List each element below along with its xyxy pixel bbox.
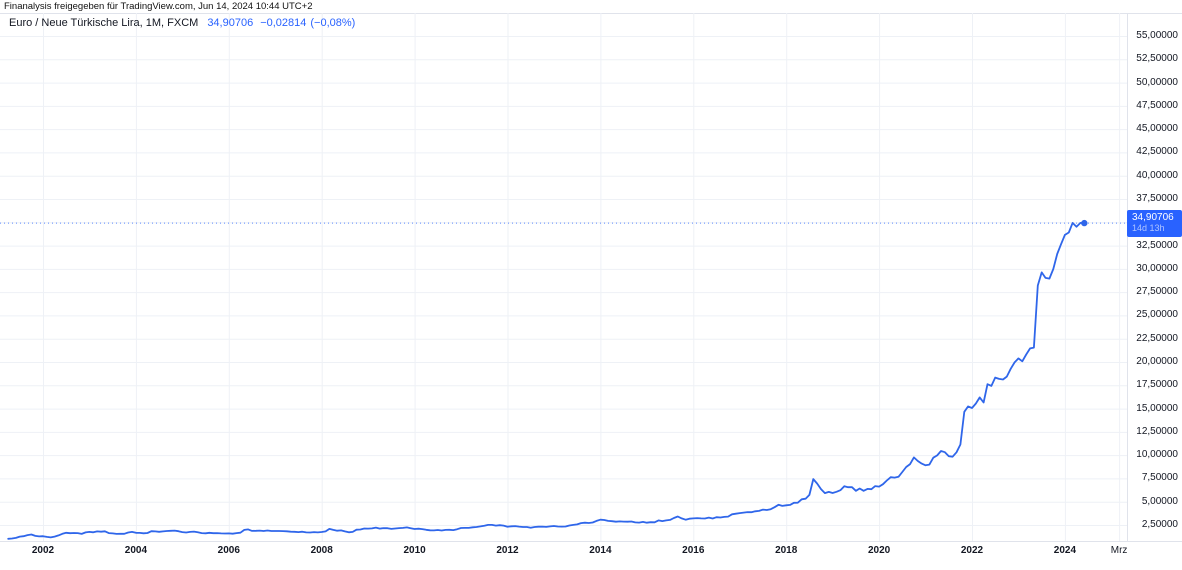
price-scale-label: 7,50000	[1141, 472, 1178, 484]
time-scale-separator	[0, 541, 1182, 542]
price-scale-label: 37,50000	[1136, 192, 1178, 204]
price-scale-label: 27,50000	[1136, 286, 1178, 298]
price-scale-label: 12,50000	[1136, 425, 1178, 437]
price-scale-label: 5,00000	[1141, 495, 1178, 507]
price-scale-label: 32,50000	[1136, 239, 1178, 251]
time-scale-label: 2020	[867, 545, 891, 556]
price-scale-label: 40,00000	[1136, 169, 1178, 181]
price-scale-label: 55,00000	[1136, 29, 1178, 41]
time-scale-label: 2012	[496, 545, 519, 556]
time-scale-label: 2022	[960, 545, 984, 556]
time-scale-label: 2018	[775, 545, 798, 556]
time-scale-label: 2006	[217, 545, 240, 556]
time-scale-label: 2004	[124, 545, 148, 556]
price-line-series	[7, 221, 1086, 540]
legend-change-pct: (−0,08%)	[310, 17, 356, 29]
price-scale-label: 2,50000	[1141, 519, 1178, 530]
price-scale-label: 17,50000	[1136, 379, 1178, 391]
price-scale-label: 52,50000	[1136, 53, 1178, 65]
price-scale-label: 50,00000	[1136, 76, 1178, 88]
chart-top-border	[0, 13, 1182, 14]
time-scale-label: 2024	[1053, 545, 1077, 556]
legend-last-price: 34,90706	[207, 17, 254, 29]
price-scale-label: 10,00000	[1136, 449, 1178, 461]
price-scale-label: 42,50000	[1136, 146, 1178, 158]
price-scale-label: 45,00000	[1136, 123, 1178, 135]
legend-change-abs: −0,02814	[260, 17, 307, 29]
time-scale-label: Mrz	[1110, 545, 1128, 556]
price-scale-label: 25,00000	[1136, 309, 1178, 321]
price-scale-label: 15,00000	[1136, 402, 1178, 414]
bar-countdown: 14d 13h	[1132, 222, 1165, 233]
time-scale-label: 2008	[310, 545, 333, 556]
last-price-dot	[1081, 219, 1088, 227]
time-scale-label: 2010	[403, 545, 426, 556]
price-scale-label: 22,50000	[1136, 332, 1178, 344]
time-scale-label: 2002	[31, 545, 55, 556]
time-scale-label: 2016	[682, 545, 705, 556]
price-scale-label: 47,50000	[1136, 99, 1178, 111]
time-scale-label: 2014	[589, 545, 612, 556]
chart-legend[interactable]: Euro / Neue Türkische Lira, 1M, FXCM 34,9…	[9, 17, 355, 29]
price-scale-separator	[1127, 13, 1128, 541]
current-price-badge: 34,90706 14d 13h	[1127, 209, 1182, 237]
symbol-title[interactable]: Euro / Neue Türkische Lira, 1M, FXCM	[9, 17, 199, 29]
price-scale-label: 30,00000	[1136, 262, 1178, 274]
current-price-value: 34,90706	[1132, 211, 1174, 223]
price-scale-label: 20,00000	[1136, 355, 1178, 367]
copyright-text: Finanalysis freigegeben für TradingView.…	[4, 1, 313, 12]
